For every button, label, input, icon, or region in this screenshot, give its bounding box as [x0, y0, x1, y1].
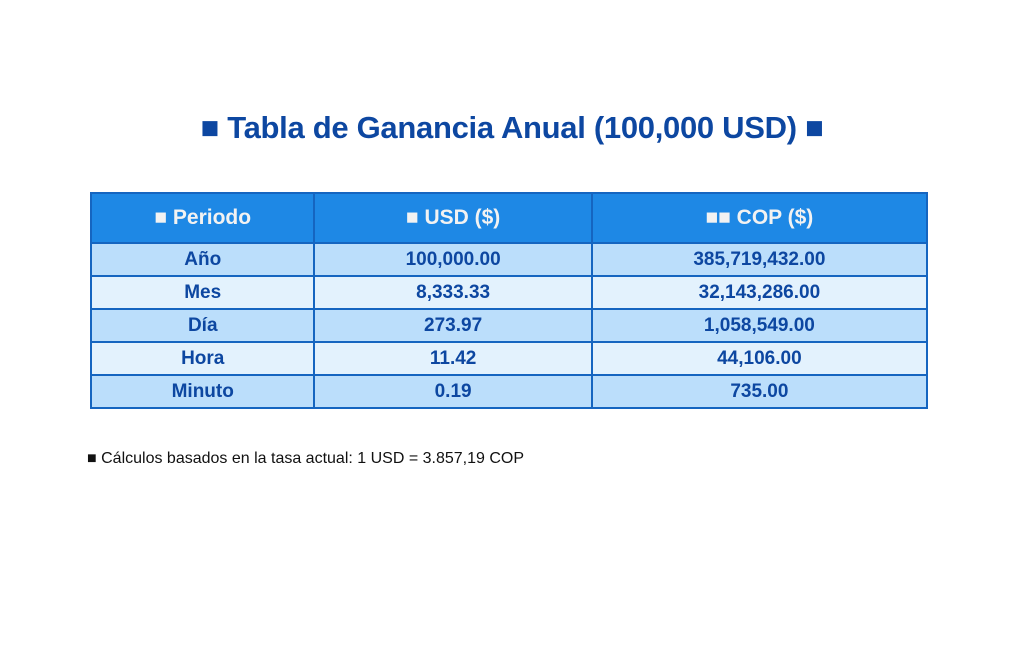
- cell-period: Día: [89, 308, 316, 343]
- header-periodo: ■ Periodo: [89, 192, 316, 244]
- table-header-row: ■ Periodo ■ USD ($) ■■ COP ($): [89, 192, 929, 244]
- table-row: Año 100,000.00 385,719,432.00: [89, 242, 929, 277]
- table-row: Día 273.97 1,058,549.00: [89, 308, 929, 343]
- cell-period: Mes: [89, 275, 316, 310]
- table-row: Minuto 0.19 735.00: [89, 374, 929, 409]
- cell-cop: 735.00: [590, 374, 929, 409]
- cell-period: Hora: [89, 341, 316, 376]
- cell-period: Minuto: [89, 374, 316, 409]
- cell-cop: 385,719,432.00: [590, 242, 929, 277]
- cell-usd: 100,000.00: [313, 242, 593, 277]
- cell-usd: 8,333.33: [313, 275, 593, 310]
- header-usd: ■ USD ($): [313, 192, 593, 244]
- cell-cop: 1,058,549.00: [590, 308, 929, 343]
- exchange-rate-note: ■ Cálculos basados en la tasa actual: 1 …: [87, 450, 525, 467]
- cell-period: Año: [89, 242, 316, 277]
- cell-usd: 0.19: [313, 374, 593, 409]
- table-row: Hora 11.42 44,106.00: [89, 341, 929, 376]
- header-cop: ■■ COP ($): [590, 192, 929, 244]
- cell-cop: 32,143,286.00: [590, 275, 929, 310]
- cell-usd: 273.97: [313, 308, 593, 343]
- earnings-table: ■ Periodo ■ USD ($) ■■ COP ($) Año 100,0…: [89, 192, 929, 409]
- cell-usd: 11.42: [313, 341, 593, 376]
- page-title: ■ Tabla de Ganancia Anual (100,000 USD) …: [200, 110, 824, 145]
- table-row: Mes 8,333.33 32,143,286.00: [89, 275, 929, 310]
- cell-cop: 44,106.00: [590, 341, 929, 376]
